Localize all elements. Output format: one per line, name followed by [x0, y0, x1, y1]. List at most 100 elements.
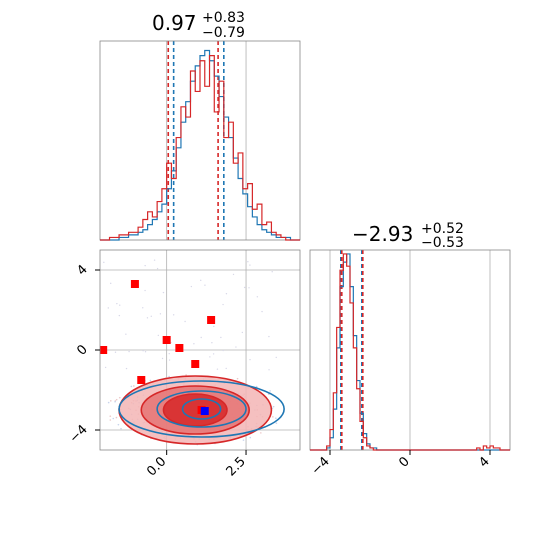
red-square-marker [207, 316, 216, 324]
sample-point-outlier [225, 293, 228, 295]
sample-point-outlier [125, 367, 128, 370]
sample-point-outlier [162, 291, 165, 294]
sample-point [107, 401, 110, 404]
hist-p2-red [310, 253, 510, 451]
x2-tick-label: 0 [396, 454, 412, 470]
sample-point-outlier [159, 313, 162, 315]
red-square-marker [55, 382, 63, 390]
sample-point-outlier [232, 273, 235, 276]
sample-point-outlier [114, 351, 117, 353]
sample-point-outlier [209, 356, 211, 358]
red-square-marker [137, 376, 146, 384]
x1-tick-label: 2.5 [224, 454, 249, 479]
sample-point-outlier [249, 358, 251, 361]
sample-point-outlier [268, 335, 270, 338]
x1-tick-label: 0.0 [144, 454, 169, 479]
title-p2-minus: −0.53 [421, 235, 464, 251]
sample-point-outlier [146, 317, 149, 319]
sample-point-outlier [241, 331, 244, 334]
sample-point [109, 400, 112, 402]
sample-point-outlier [150, 315, 152, 317]
sample-point-outlier [204, 284, 206, 286]
sample-point-outlier [247, 261, 249, 263]
sample-point-outlier [222, 303, 224, 306]
sample-point-outlier [248, 287, 250, 289]
title-p2-plus: +0.52 [421, 221, 464, 237]
sample-point-outlier [116, 302, 118, 305]
red-square-marker [162, 336, 171, 344]
hist-p1-frame [99, 40, 301, 241]
hist-p1-blue [100, 49, 300, 241]
sample-point [120, 427, 122, 430]
sample-point-outlier [243, 286, 246, 289]
contour-blue-level [156, 390, 247, 428]
sample-point [112, 417, 115, 420]
contour-clip-group [55, 250, 300, 450]
sample-point-outlier [256, 296, 259, 298]
sample-point-outlier [128, 350, 130, 353]
title-p1-plus: +0.83 [202, 10, 245, 26]
sample-point-outlier [249, 264, 251, 266]
x2-tick-label: −4 [309, 454, 333, 478]
sample-point [275, 417, 277, 420]
sample-point-outlier [213, 325, 215, 328]
sample-point-outlier [142, 307, 144, 309]
sample-point [115, 416, 118, 419]
sample-point-outlier [125, 333, 127, 335]
contour-blue-level [118, 380, 285, 438]
sample-point [133, 385, 135, 387]
sample-point-outlier [168, 352, 170, 355]
sample-point [117, 423, 120, 426]
sample-point [115, 398, 118, 401]
sample-point-outlier [212, 353, 215, 355]
sample-point-outlier [142, 350, 144, 352]
sample-point-outlier [200, 279, 202, 282]
sample-point-outlier [200, 336, 202, 339]
title-p1-value: 0.97 [152, 11, 197, 35]
sample-point-outlier [225, 367, 227, 370]
sample-point [272, 416, 274, 418]
sample-point-outlier [216, 368, 219, 370]
blue-square-marker [200, 407, 209, 415]
sample-point-outlier [172, 314, 175, 316]
y2-tick-label: 0 [74, 342, 90, 358]
sample-point-outlier [275, 356, 277, 359]
contour-blue-level [181, 398, 222, 420]
sample-point-outlier [144, 351, 147, 353]
sample-point-outlier [190, 285, 193, 288]
sample-point-outlier [103, 261, 105, 264]
sample-point [260, 432, 262, 434]
x2-tick-label: 4 [476, 454, 492, 470]
sample-point-outlier [119, 304, 121, 306]
sample-point-outlier [118, 314, 121, 317]
hist-p1-red [100, 54, 300, 241]
sample-point [118, 396, 121, 399]
red-square-marker [191, 360, 200, 368]
title-p1-minus: −0.79 [202, 25, 245, 41]
sample-point-outlier [220, 336, 222, 339]
sample-point [109, 415, 112, 417]
sample-point-outlier [144, 289, 146, 292]
sample-point [269, 390, 271, 392]
sample-point-outlier [104, 366, 107, 369]
sample-point-outlier [222, 349, 224, 352]
y2-tick-label: 4 [74, 262, 90, 278]
red-square-marker [100, 346, 108, 354]
sample-point-outlier [107, 307, 110, 309]
contour-panel [55, 249, 301, 451]
sample-point-outlier [156, 267, 159, 270]
sample-point [272, 405, 275, 408]
sample-point-outlier [157, 334, 160, 337]
red-square-marker [130, 280, 139, 288]
sample-point [275, 422, 278, 425]
sample-point [236, 377, 239, 380]
sample-point-outlier [153, 259, 156, 261]
sample-point [168, 375, 170, 378]
sample-point-outlier [235, 346, 237, 348]
sample-point [149, 379, 152, 382]
sample-point-outlier [268, 369, 270, 371]
sample-point [109, 419, 112, 421]
sample-point-outlier [261, 310, 263, 313]
sample-point [242, 439, 245, 441]
sample-point [249, 436, 252, 439]
